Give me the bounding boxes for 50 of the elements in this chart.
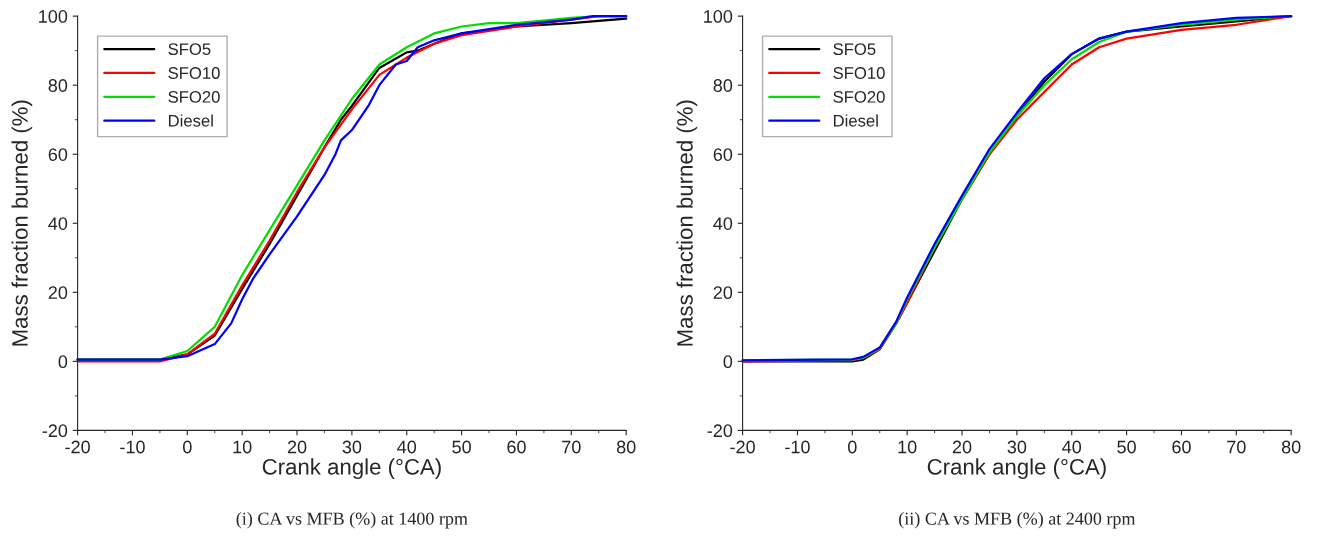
x-tick-label: 10: [898, 440, 917, 454]
legend-label: SFO10: [168, 67, 220, 79]
x-tick-label: 40: [397, 440, 417, 454]
y-tick-label: 100: [704, 10, 733, 23]
x-tick-label: -20: [730, 440, 755, 454]
y-tick-label: 60: [713, 148, 733, 161]
legend-label: SFO20: [168, 90, 220, 103]
y-tick-label: 40: [48, 217, 68, 230]
legend-label: SFO20: [833, 90, 885, 103]
x-tick-label: 0: [183, 440, 192, 454]
text: (ii) CA vs MFB (%) at 2400 rpm: [899, 512, 1136, 529]
x-tick-label: 70: [562, 440, 581, 454]
x-tick-label: 80: [616, 440, 636, 454]
y-tick-label: -20: [707, 424, 733, 438]
x-tick-label: 20: [287, 440, 307, 454]
x-tick-label: 0: [847, 440, 857, 454]
x-axis-title: Crank angle (°CA): [927, 458, 1106, 480]
y-tick-label: 80: [713, 79, 733, 92]
y-axis-title: Mass fraction burned (%): [11, 100, 33, 346]
x-tick-label: 40: [1062, 440, 1082, 454]
y-tick-label: 40: [713, 217, 733, 230]
x-tick-label: 30: [1007, 440, 1027, 454]
x-tick-label: 20: [952, 440, 972, 454]
y-axis-title: Mass fraction burned (%): [676, 100, 698, 346]
legend-label: Diesel: [833, 114, 878, 127]
x-tick-label: 70: [1227, 440, 1246, 454]
legend-label: SFO5: [833, 43, 876, 56]
y-tick-label: 80: [48, 79, 68, 92]
x-tick-label: 60: [1172, 440, 1191, 454]
text: (i) CA vs MFB (%) at 1400 rpm: [236, 512, 468, 529]
y-tick-label: 0: [58, 355, 68, 369]
legend-label: Diesel: [168, 114, 213, 127]
x-tick-label: 50: [452, 440, 471, 454]
legend-label: SFO10: [833, 67, 885, 79]
y-tick-label: 100: [39, 10, 68, 23]
y-tick-label: 20: [713, 286, 733, 300]
x-tick-label: -10: [785, 440, 810, 454]
x-tick-label: 30: [342, 440, 362, 454]
x-tick-label: 50: [1117, 440, 1136, 454]
x-tick-label: 60: [507, 440, 526, 454]
x-tick-label: -10: [120, 440, 145, 454]
x-tick-label: -20: [65, 440, 90, 454]
y-tick-label: 60: [48, 148, 68, 161]
x-axis-title: Crank angle (°CA): [262, 458, 441, 480]
y-tick-label: 20: [48, 286, 68, 300]
y-tick-label: 0: [723, 355, 733, 369]
legend-label: SFO5: [168, 43, 211, 56]
x-tick-label: 10: [233, 440, 252, 454]
y-tick-label: -20: [42, 424, 68, 438]
x-tick-label: 80: [1281, 440, 1301, 454]
